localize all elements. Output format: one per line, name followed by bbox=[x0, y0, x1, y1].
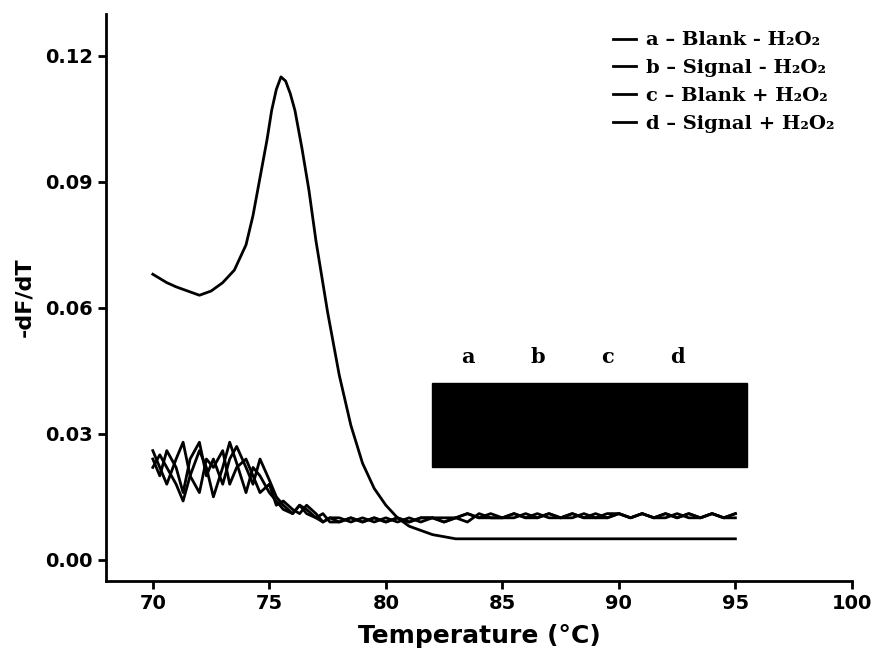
Line: c – Blank + H₂O₂: c – Blank + H₂O₂ bbox=[152, 442, 735, 522]
Text: b: b bbox=[530, 347, 545, 367]
d – Signal + H₂O₂ bbox=[147, 447, 158, 455]
a – Blank - H₂O₂ bbox=[380, 501, 391, 509]
b – Signal - H₂O₂ bbox=[161, 463, 172, 471]
a – Blank - H₂O₂ bbox=[229, 266, 240, 274]
a – Blank - H₂O₂ bbox=[637, 535, 648, 543]
a – Blank - H₂O₂ bbox=[267, 107, 277, 115]
a – Blank - H₂O₂ bbox=[660, 535, 671, 543]
Text: a: a bbox=[461, 347, 474, 367]
d – Signal + H₂O₂ bbox=[271, 501, 282, 509]
a – Blank - H₂O₂ bbox=[297, 144, 307, 152]
a – Blank - H₂O₂ bbox=[404, 522, 415, 530]
a – Blank - H₂O₂ bbox=[323, 308, 333, 316]
c – Blank + H₂O₂ bbox=[194, 438, 205, 446]
c – Blank + H₂O₂ bbox=[201, 472, 212, 480]
b – Signal - H₂O₂ bbox=[730, 514, 741, 522]
a – Blank - H₂O₂ bbox=[254, 173, 265, 181]
a – Blank - H₂O₂ bbox=[497, 535, 508, 543]
c – Blank + H₂O₂ bbox=[161, 447, 172, 455]
a – Blank - H₂O₂ bbox=[590, 535, 601, 543]
d – Signal + H₂O₂ bbox=[178, 438, 189, 446]
a – Blank - H₂O₂ bbox=[357, 459, 368, 467]
d – Signal + H₂O₂ bbox=[317, 518, 328, 526]
a – Blank - H₂O₂ bbox=[271, 85, 282, 93]
c – Blank + H₂O₂ bbox=[224, 455, 235, 463]
a – Blank - H₂O₂ bbox=[217, 279, 228, 287]
b – Signal - H₂O₂ bbox=[427, 514, 438, 522]
a – Blank - H₂O₂ bbox=[544, 535, 555, 543]
b – Signal - H₂O₂ bbox=[217, 463, 228, 471]
Line: d – Signal + H₂O₂: d – Signal + H₂O₂ bbox=[152, 442, 735, 522]
a – Blank - H₂O₂ bbox=[311, 237, 322, 245]
Y-axis label: -dF/dT: -dF/dT bbox=[14, 258, 34, 337]
Line: b – Signal - H₂O₂: b – Signal - H₂O₂ bbox=[152, 442, 735, 522]
a – Blank - H₂O₂ bbox=[161, 279, 172, 287]
c – Blank + H₂O₂ bbox=[567, 510, 578, 518]
d – Signal + H₂O₂ bbox=[224, 480, 235, 488]
a – Blank - H₂O₂ bbox=[474, 535, 485, 543]
d – Signal + H₂O₂ bbox=[567, 510, 578, 518]
a – Blank - H₂O₂ bbox=[183, 287, 193, 295]
Text: d: d bbox=[670, 347, 685, 367]
a – Blank - H₂O₂ bbox=[392, 514, 403, 522]
a – Blank - H₂O₂ bbox=[171, 283, 182, 291]
a – Blank - H₂O₂ bbox=[276, 73, 286, 81]
a – Blank - H₂O₂ bbox=[683, 535, 694, 543]
FancyBboxPatch shape bbox=[432, 383, 747, 467]
b – Signal - H₂O₂ bbox=[567, 514, 578, 522]
a – Blank - H₂O₂ bbox=[730, 535, 741, 543]
d – Signal + H₂O₂ bbox=[427, 514, 438, 522]
a – Blank - H₂O₂ bbox=[304, 186, 315, 194]
b – Signal - H₂O₂ bbox=[224, 438, 235, 446]
a – Blank - H₂O₂ bbox=[206, 287, 216, 295]
a – Blank - H₂O₂ bbox=[147, 270, 158, 278]
b – Signal - H₂O₂ bbox=[317, 518, 328, 526]
a – Blank - H₂O₂ bbox=[194, 291, 205, 299]
c – Blank + H₂O₂ bbox=[324, 518, 335, 526]
a – Blank - H₂O₂ bbox=[248, 211, 259, 219]
b – Signal - H₂O₂ bbox=[271, 497, 282, 505]
a – Blank - H₂O₂ bbox=[241, 241, 252, 249]
a – Blank - H₂O₂ bbox=[520, 535, 531, 543]
Text: c: c bbox=[601, 347, 614, 367]
c – Blank + H₂O₂ bbox=[271, 493, 282, 500]
a – Blank - H₂O₂ bbox=[280, 77, 291, 85]
a – Blank - H₂O₂ bbox=[285, 90, 296, 98]
X-axis label: Temperature (°C): Temperature (°C) bbox=[358, 624, 601, 648]
a – Blank - H₂O₂ bbox=[450, 535, 461, 543]
a – Blank - H₂O₂ bbox=[290, 107, 300, 115]
a – Blank - H₂O₂ bbox=[707, 535, 718, 543]
a – Blank - H₂O₂ bbox=[567, 535, 578, 543]
b – Signal - H₂O₂ bbox=[194, 447, 205, 455]
d – Signal + H₂O₂ bbox=[161, 480, 172, 488]
c – Blank + H₂O₂ bbox=[427, 514, 438, 522]
c – Blank + H₂O₂ bbox=[147, 455, 158, 463]
c – Blank + H₂O₂ bbox=[730, 510, 741, 518]
Legend: a – Blank - H₂O₂, b – Signal - H₂O₂, c – Blank + H₂O₂, d – Signal + H₂O₂: a – Blank - H₂O₂, b – Signal - H₂O₂, c –… bbox=[605, 24, 843, 140]
d – Signal + H₂O₂ bbox=[201, 455, 212, 463]
b – Signal - H₂O₂ bbox=[147, 463, 158, 471]
a – Blank - H₂O₂ bbox=[369, 485, 379, 493]
Line: a – Blank - H₂O₂: a – Blank - H₂O₂ bbox=[152, 77, 735, 539]
a – Blank - H₂O₂ bbox=[346, 422, 356, 430]
a – Blank - H₂O₂ bbox=[154, 275, 165, 283]
a – Blank - H₂O₂ bbox=[427, 531, 438, 539]
a – Blank - H₂O₂ bbox=[334, 371, 345, 379]
a – Blank - H₂O₂ bbox=[614, 535, 625, 543]
d – Signal + H₂O₂ bbox=[730, 510, 741, 518]
a – Blank - H₂O₂ bbox=[261, 136, 272, 144]
